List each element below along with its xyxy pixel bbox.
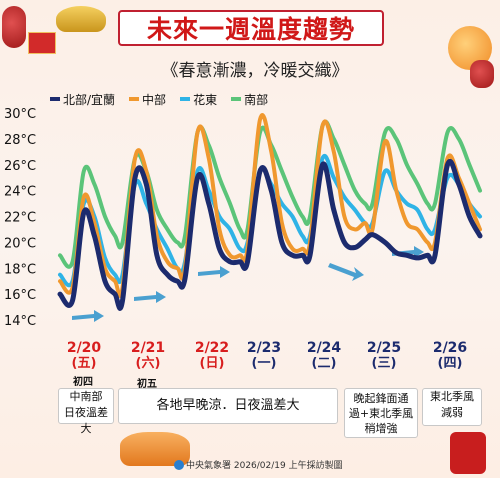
- note-line: 晚起鋒面通: [353, 392, 409, 405]
- lunar-date-1: 初五: [137, 379, 157, 390]
- day-date: 2/26: [432, 340, 468, 356]
- note-front: 晚起鋒面通 過+東北季風 稍增強: [344, 388, 418, 438]
- legend-label-south: 南部: [244, 92, 269, 107]
- day-weekday: (三): [371, 356, 397, 371]
- legend-item-north: 北部/宜蘭: [50, 90, 115, 108]
- note-line: 過+東北季風: [348, 407, 414, 420]
- day-label-2: 2/22 (日): [184, 340, 240, 372]
- note-line: 稍增強: [364, 422, 398, 435]
- note-line: 減弱: [441, 406, 463, 419]
- day-weekday: (四): [437, 356, 463, 371]
- day-label-1: 2/21 (六): [120, 340, 176, 372]
- legend-item-south: 南部: [231, 90, 268, 108]
- source-credit: 中央氣象署 2026/02/19 上午採訪製圖: [186, 461, 343, 471]
- day-date: 2/22: [194, 340, 230, 356]
- legend-label-north: 北部/宜蘭: [63, 92, 116, 107]
- day-weekday: (六): [135, 356, 161, 371]
- series-line-north: [57, 159, 483, 311]
- day-weekday: (二): [311, 356, 337, 371]
- chart-title: 未來一週溫度趨勢: [118, 10, 384, 46]
- small-lantern-decoration-right: [470, 60, 494, 88]
- y-tick-label: 14°C: [4, 314, 36, 329]
- legend-swatch-east: [180, 97, 191, 101]
- legend: 北部/宜蘭 中部 花東 南部: [50, 90, 268, 108]
- trend-arrow-icon: [198, 266, 230, 278]
- day-label-0: 2/20 (五): [56, 340, 112, 372]
- red-lantern-decoration-bottom-right: [450, 432, 486, 474]
- day-label-4: 2/24 (二): [296, 340, 352, 372]
- day-date: 2/24: [306, 340, 342, 356]
- y-tick-label: 22°C: [4, 211, 36, 226]
- red-envelope-decoration: [28, 32, 56, 54]
- day-date: 2/25: [366, 340, 402, 356]
- day-weekday: (日): [199, 356, 225, 371]
- y-tick-label: 18°C: [4, 262, 36, 277]
- chart-subtitle: 《春意漸濃，冷暖交織》: [161, 61, 349, 81]
- trend-arrow-icon: [328, 263, 364, 281]
- legend-label-east: 花東: [193, 92, 218, 107]
- trend-arrow-icon: [134, 291, 166, 303]
- legend-item-east: 花東: [180, 90, 217, 108]
- y-tick-label: 24°C: [4, 185, 36, 200]
- y-tick-label: 20°C: [4, 236, 36, 251]
- note-line: 中南部: [69, 390, 103, 403]
- legend-label-central: 中部: [142, 92, 167, 107]
- legend-swatch-north: [50, 97, 60, 101]
- gold-ingot-decoration: [56, 6, 106, 32]
- day-label-3: 2/23 (一): [236, 340, 292, 372]
- trend-arrow-icon: [72, 310, 104, 322]
- day-date: 2/23: [246, 340, 282, 356]
- lantern-decoration-left: [2, 6, 26, 48]
- note-central-south: 中南部 日夜溫差大: [58, 388, 114, 435]
- note-line: 東北季風: [430, 390, 474, 403]
- note-monsoon: 東北季風 減弱: [422, 388, 482, 426]
- lunar-date-0: 初四: [73, 377, 93, 388]
- legend-swatch-south: [231, 97, 242, 101]
- legend-swatch-central: [129, 97, 140, 101]
- day-label-6: 2/26 (四): [422, 340, 478, 372]
- series-line-central: [58, 113, 482, 298]
- day-weekday: (五): [71, 356, 97, 371]
- note-line: 日夜溫差大: [64, 406, 108, 435]
- note-daily-range: 各地早晚涼．日夜溫差大: [118, 388, 338, 424]
- y-tick-label: 16°C: [4, 288, 36, 303]
- legend-item-central: 中部: [129, 90, 166, 108]
- day-weekday: (一): [251, 356, 277, 371]
- cwa-logo-icon: [174, 460, 184, 470]
- y-tick-label: 30°C: [4, 107, 36, 122]
- day-date: 2/20: [66, 340, 102, 356]
- day-date: 2/21: [130, 340, 166, 356]
- day-label-5: 2/25 (三): [356, 340, 412, 372]
- y-tick-label: 26°C: [4, 159, 36, 174]
- y-tick-label: 28°C: [4, 133, 36, 148]
